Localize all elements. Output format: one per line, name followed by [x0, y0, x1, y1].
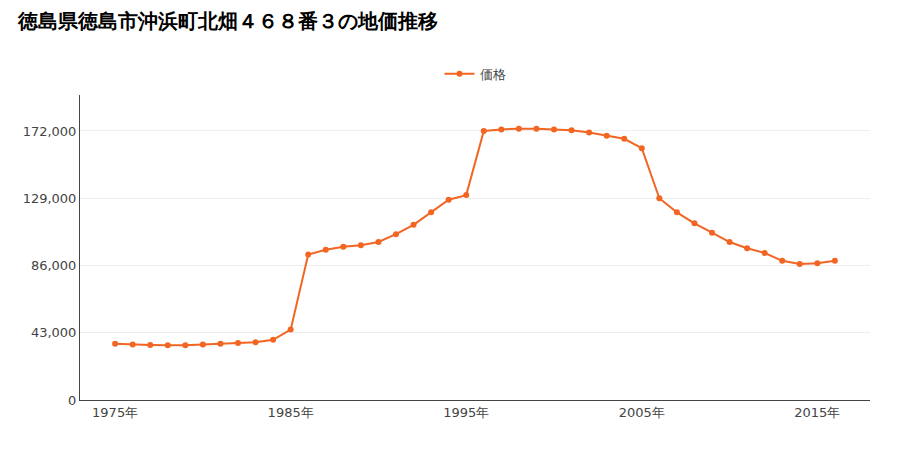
svg-text:2005年: 2005年: [619, 405, 665, 420]
svg-text:0: 0: [68, 393, 76, 408]
svg-text:徳島県徳島市沖浜町北畑４６８番３の地価推移: 徳島県徳島市沖浜町北畑４６８番３の地価推移: [17, 9, 438, 33]
svg-text:172,000: 172,000: [23, 124, 77, 139]
svg-text:2015年: 2015年: [794, 405, 840, 420]
svg-text:価格: 価格: [480, 67, 506, 82]
svg-text:1995年: 1995年: [443, 405, 489, 420]
svg-text:1985年: 1985年: [268, 405, 314, 420]
svg-text:86,000: 86,000: [31, 258, 77, 273]
svg-text:1975年: 1975年: [92, 405, 138, 420]
svg-text:129,000: 129,000: [23, 191, 77, 206]
svg-text:43,000: 43,000: [31, 325, 77, 340]
